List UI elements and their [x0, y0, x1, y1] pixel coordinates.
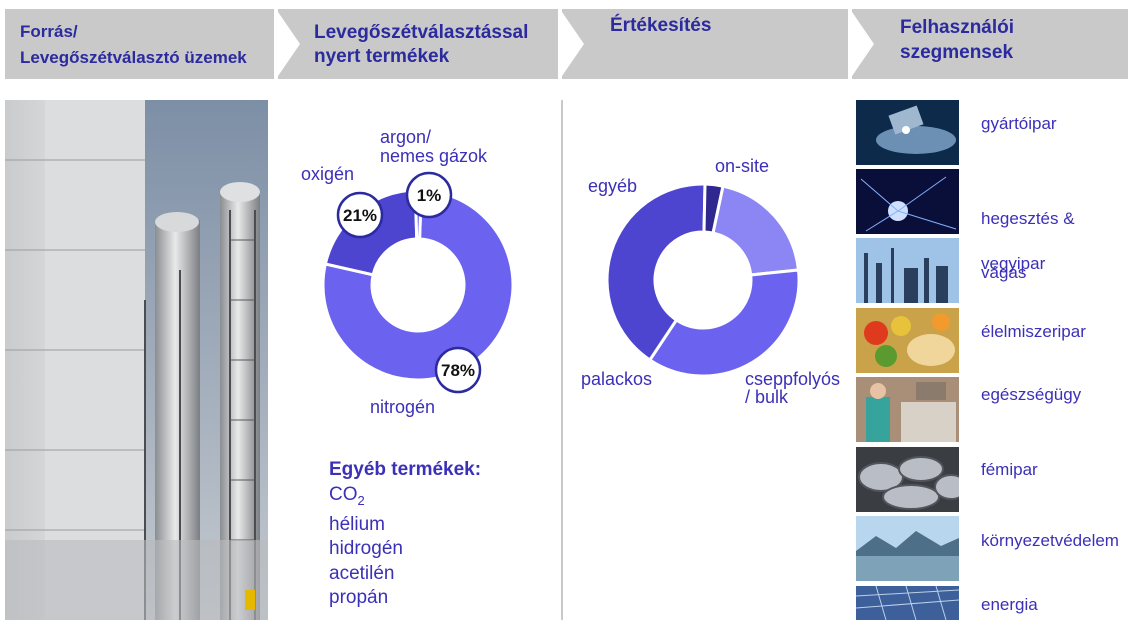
- steel-coils-photo: [856, 447, 959, 512]
- segment-label-line2: vágás: [981, 263, 1027, 282]
- co2-text: CO: [329, 483, 358, 505]
- lake-landscape-photo: [856, 516, 959, 581]
- header-spacer: [558, 9, 562, 79]
- badge-argon-text: 1%: [417, 186, 442, 205]
- header-arrow-1: [276, 9, 300, 79]
- header-col2-line1: Levegőszétválasztással: [314, 22, 529, 43]
- header-bar-end: [852, 9, 1128, 79]
- badge-nitrogen-text: 78%: [441, 361, 475, 380]
- healthcare-photo: [856, 377, 959, 442]
- segment-label: vegyipar: [981, 254, 1046, 273]
- badge-oxygen: 21%: [336, 191, 384, 239]
- co2-subscript: 2: [357, 492, 365, 508]
- header-col3: Értékesítés: [610, 15, 712, 36]
- segment-label: gyártóipar: [981, 114, 1057, 133]
- badge-nitrogen: 78%: [434, 346, 482, 394]
- label-argon-line2: nemes gázok: [380, 146, 488, 166]
- welding-photo: [856, 169, 959, 234]
- label-nitrogen: nitrogén: [370, 397, 436, 417]
- slice-palackos: [605, 182, 707, 363]
- segment-label: egészségügy: [981, 385, 1082, 404]
- other-products-title: Egyéb termékek:: [329, 459, 482, 480]
- other-product-item: propán: [329, 587, 389, 609]
- segment-label: fémipar: [981, 460, 1038, 479]
- label-bulk-line2: / bulk: [745, 387, 789, 407]
- label-oxygen: oxigén: [301, 164, 355, 184]
- label-argon: argon/ nemes gázok: [380, 128, 487, 166]
- header-arrow-2: [560, 9, 584, 79]
- header-col1-line1: Forrás/: [20, 22, 78, 41]
- other-products: Egyéb termékek: CO2 hélium hidrogén acet…: [329, 458, 481, 611]
- slice-bulk: [647, 268, 801, 378]
- header-bar: [5, 9, 850, 79]
- other-product-co2: CO2: [329, 483, 481, 513]
- header-col4-line2: szegmensek: [900, 42, 1014, 63]
- header-spacer: [274, 9, 278, 79]
- solar-panel-photo: [856, 586, 959, 620]
- header-col2: Levegőszétválasztással nyert termékek: [314, 21, 528, 69]
- other-product-item: hélium: [329, 513, 385, 535]
- segment-label-line1: hegesztés &: [981, 209, 1075, 228]
- header-col4: Felhasználói szegmensek: [900, 15, 1014, 65]
- segment-label: élelmiszeripar: [981, 322, 1086, 341]
- segment-label: hegesztés & vágás: [981, 174, 1075, 300]
- label-onsite: on-site: [715, 156, 770, 176]
- label-palackos: palackos: [581, 369, 653, 389]
- slice-nitrogen: [321, 188, 515, 382]
- column-divider: [561, 100, 563, 620]
- header-col2-line2: nyert termékek: [314, 46, 450, 67]
- food-photo: [856, 308, 959, 373]
- air-separation-plant-photo: [5, 100, 268, 620]
- label-bulk-line1: cseppfolyós: [745, 369, 841, 389]
- other-product-item: hidrogén: [329, 538, 403, 560]
- label-egyeb: egyéb: [588, 176, 638, 196]
- badge-argon: 1%: [405, 171, 453, 219]
- header-col4-line1: Felhasználói: [900, 17, 1015, 38]
- machining-photo: [856, 100, 959, 165]
- products-donut-chart: 78% 21% 1%: [321, 171, 515, 394]
- segment-label: energia: [981, 595, 1038, 614]
- header-spacer: [848, 9, 852, 79]
- segment-label: környezetvédelem: [981, 531, 1119, 550]
- label-argon-line1: argon/: [380, 127, 432, 147]
- chemical-plant-photo: [856, 238, 959, 303]
- label-bulk: cseppfolyós / bulk: [745, 370, 840, 406]
- slice-egyeb: [702, 182, 725, 235]
- other-product-item: acetilén: [329, 562, 395, 584]
- badge-oxygen-text: 21%: [343, 206, 377, 225]
- header-arrow-3: [850, 9, 874, 79]
- header-col1-line2: Levegőszétválasztó üzemek: [20, 48, 247, 67]
- slice-onsite: [711, 184, 801, 277]
- sales-donut-chart: [605, 182, 801, 378]
- header-col1: Forrás/ Levegőszétválasztó üzemek: [20, 19, 247, 71]
